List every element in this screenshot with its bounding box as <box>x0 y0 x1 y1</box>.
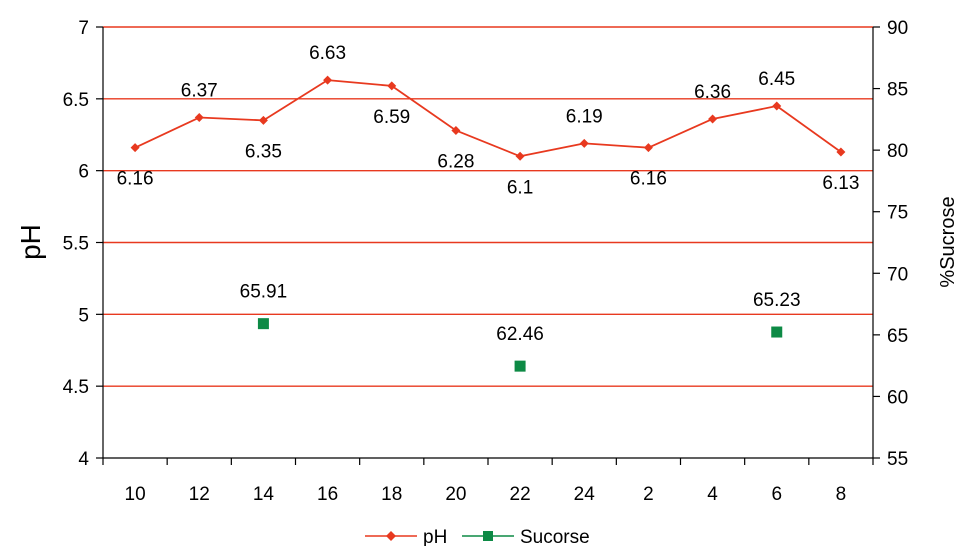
right-tick-label-65: 65 <box>887 326 908 347</box>
ph-point-8 <box>643 143 653 153</box>
x-tick-label-3: 16 <box>317 484 338 505</box>
ph-data-label-9: 6.36 <box>694 82 731 103</box>
x-tick-label-5: 20 <box>445 484 466 505</box>
series-sucrose: 65.91 62.46 65.23 <box>240 282 801 372</box>
series-ph: 6.16 6.37 6.35 6.63 6.59 6.28 6.1 6.19 6.16 6.36 6… <box>117 43 860 198</box>
ph-point-2 <box>258 115 268 125</box>
ph-data-label-3: 6.63 <box>309 43 346 64</box>
sucrose-data-label-1: 62.46 <box>496 324 544 345</box>
ph-data-label-1: 6.37 <box>181 81 218 102</box>
ph-data-label-10: 6.45 <box>758 69 795 90</box>
left-tick-label-4: 4 <box>78 449 89 470</box>
ph-point-6 <box>515 151 525 161</box>
sucrose-point-0 <box>257 318 269 330</box>
sucrose-point-1 <box>514 360 526 372</box>
ph-data-label-2: 6.35 <box>245 141 282 162</box>
left-axis-ticks: 4 4.5 5 5.5 6 6.5 7 <box>63 18 103 470</box>
legend-sucrose-label: Sucorse <box>520 527 590 546</box>
ph-series-line <box>134 79 842 158</box>
legend-ph-marker <box>386 531 396 541</box>
legend: pH Sucorse <box>365 527 590 546</box>
sucrose-point-2 <box>771 326 783 338</box>
left-tick-label-5.5: 5.5 <box>63 234 89 255</box>
ph-data-label-11: 6.13 <box>822 173 859 194</box>
ph-point-5 <box>451 125 461 135</box>
gridlines <box>103 26 873 387</box>
x-tick-label-8: 2 <box>643 484 654 505</box>
right-axis-ticks: 55 60 65 70 75 80 85 90 <box>873 18 908 470</box>
ph-point-1 <box>194 113 204 123</box>
legend-sucrose-marker <box>483 531 493 541</box>
ph-data-label-0: 6.16 <box>117 169 154 190</box>
x-tick-label-2: 14 <box>253 484 275 505</box>
ph-point-0 <box>130 143 140 153</box>
x-tick-label-9: 4 <box>707 484 718 505</box>
right-tick-label-90: 90 <box>887 18 908 39</box>
ph-point-4 <box>387 81 397 91</box>
x-tick-label-6: 22 <box>510 484 531 505</box>
left-tick-label-6.5: 6.5 <box>63 90 89 111</box>
left-tick-label-4.5: 4.5 <box>63 377 89 398</box>
sucrose-data-label-2: 65.23 <box>753 290 801 311</box>
ph-data-label-5: 6.28 <box>437 151 474 172</box>
ph-data-label-4: 6.59 <box>373 107 410 128</box>
right-tick-label-85: 85 <box>887 80 908 101</box>
right-tick-label-75: 75 <box>887 203 908 224</box>
ph-data-label-8: 6.16 <box>630 169 667 190</box>
ph-data-label-6: 6.1 <box>507 177 533 198</box>
right-tick-label-55: 55 <box>887 449 908 470</box>
x-tick-label-4: 18 <box>381 484 402 505</box>
ph-point-9 <box>708 114 718 124</box>
x-axis-ticks: 10 12 14 16 18 20 22 24 2 4 6 8 <box>102 458 874 505</box>
ph-point-10 <box>772 101 782 111</box>
sucrose-data-label-0: 65.91 <box>240 282 288 303</box>
x-tick-label-11: 8 <box>836 484 847 505</box>
ph-point-7 <box>579 138 589 148</box>
ph-point-3 <box>323 75 333 85</box>
x-tick-label-1: 12 <box>189 484 210 505</box>
right-tick-label-80: 80 <box>887 141 908 162</box>
x-tick-label-7: 24 <box>574 484 596 505</box>
x-tick-label-10: 6 <box>771 484 782 505</box>
left-tick-label-7: 7 <box>78 18 89 39</box>
legend-ph-label: pH <box>423 527 447 546</box>
left-tick-label-5: 5 <box>78 305 89 326</box>
left-tick-label-6: 6 <box>78 162 89 183</box>
ph-point-11 <box>836 147 846 157</box>
ph-data-label-7: 6.19 <box>566 106 603 127</box>
right-tick-label-60: 60 <box>887 387 908 408</box>
right-axis-title: %Sucrose <box>937 196 959 287</box>
right-tick-label-70: 70 <box>887 264 908 285</box>
left-axis-title: pH <box>15 224 46 260</box>
x-tick-label-0: 10 <box>125 484 146 505</box>
